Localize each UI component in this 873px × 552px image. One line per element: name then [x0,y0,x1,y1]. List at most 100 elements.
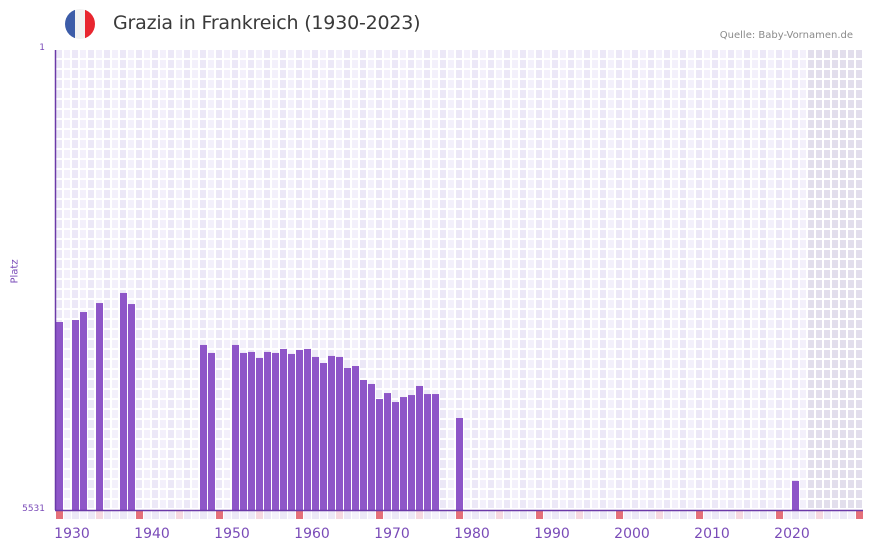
year-marker [128,511,135,519]
chart-title: Grazia in Frankreich (1930-2023) [113,12,421,34]
x-tick-1990: 1990 [534,526,570,542]
rank-bar-1954[interactable] [248,351,255,510]
year-marker [448,511,455,519]
rank-bar-1971[interactable] [384,393,391,510]
year-marker [64,511,71,519]
year-marker [808,511,815,519]
rank-bar-1949[interactable] [208,352,215,510]
year-marker [472,511,479,519]
year-marker [368,511,375,519]
rank-bar-1961[interactable] [304,348,311,510]
rank-bar-1935[interactable] [96,303,103,510]
year-marker [752,511,759,519]
year-marker [784,511,791,519]
rank-bar-1967[interactable] [352,366,359,510]
rank-bar-1933[interactable] [80,312,87,510]
rank-bar-1930[interactable] [56,322,63,510]
year-marker [648,511,655,519]
rank-bar-1964[interactable] [328,355,335,510]
flag-white-stripe [75,9,85,39]
rank-bar-1952[interactable] [232,344,239,510]
year-marker [112,511,119,519]
rank-bar-1977[interactable] [432,394,439,510]
year-marker [432,511,439,519]
rank-bar-1958[interactable] [280,348,287,510]
rank-bar-1966[interactable] [344,368,351,510]
rank-bar-1973[interactable] [400,397,407,510]
year-marker [856,511,863,519]
rank-bar-1938[interactable] [120,292,127,510]
year-marker [120,511,127,519]
year-marker [104,511,111,519]
rank-bar-1968[interactable] [360,379,367,510]
year-marker [720,511,727,519]
rank-bar-1969[interactable] [368,383,375,510]
rank-bar-1959[interactable] [288,353,295,510]
year-marker [768,511,775,519]
rank-bar-1972[interactable] [392,402,399,510]
year-marker [760,511,767,519]
rank-bar-1962[interactable] [312,356,319,510]
year-marker [848,511,855,519]
rank-bar-1975[interactable] [416,385,423,510]
year-marker [480,511,487,519]
year-marker [640,511,647,519]
year-marker [528,511,535,519]
rank-bar-1960[interactable] [296,349,303,510]
year-marker [312,511,319,519]
year-marker [464,511,471,519]
rank-bar-1956[interactable] [264,351,271,510]
year-marker [232,511,239,519]
x-tick-1980: 1980 [454,526,490,542]
year-markers [56,511,863,519]
year-marker [288,511,295,519]
rank-bar-1976[interactable] [424,394,431,510]
year-marker [400,511,407,519]
year-marker [256,511,263,519]
rank-bar-1948[interactable] [200,344,207,510]
y-tick-top: 1 [39,43,45,53]
year-marker [72,511,79,519]
x-tick-1970: 1970 [374,526,410,542]
year-marker [160,511,167,519]
year-marker [240,511,247,519]
rank-bar-1932[interactable] [72,320,79,510]
rank-bar-1965[interactable] [336,356,343,510]
year-marker [800,511,807,519]
year-marker [280,511,287,519]
year-marker [672,511,679,519]
bars [56,292,799,510]
year-marker [504,511,511,519]
year-marker [744,511,751,519]
year-marker [736,511,743,519]
year-marker [192,511,199,519]
year-marker [208,511,215,519]
rank-bar-1974[interactable] [408,395,415,510]
year-marker [696,511,703,519]
year-marker [496,511,503,519]
year-marker [608,511,615,519]
rank-bar-1980[interactable] [456,418,463,510]
year-marker [600,511,607,519]
year-marker [344,511,351,519]
rank-bar-1963[interactable] [320,363,327,510]
x-tick-1960: 1960 [294,526,330,542]
year-marker [680,511,687,519]
year-marker [488,511,495,519]
year-marker [328,511,335,519]
year-marker [408,511,415,519]
year-marker [512,511,519,519]
x-tick-2020: 2020 [774,526,810,542]
rank-bar-2022[interactable] [792,480,799,510]
rank-bar-1970[interactable] [376,399,383,510]
rank-bar-1953[interactable] [240,352,247,510]
rank-bar-1957[interactable] [272,352,279,510]
year-marker [392,511,399,519]
year-marker [136,511,143,519]
x-tick-1940: 1940 [134,526,170,542]
year-marker [440,511,447,519]
rank-bar-1955[interactable] [256,357,263,510]
rank-bar-1939[interactable] [128,304,135,510]
year-marker [656,511,663,519]
